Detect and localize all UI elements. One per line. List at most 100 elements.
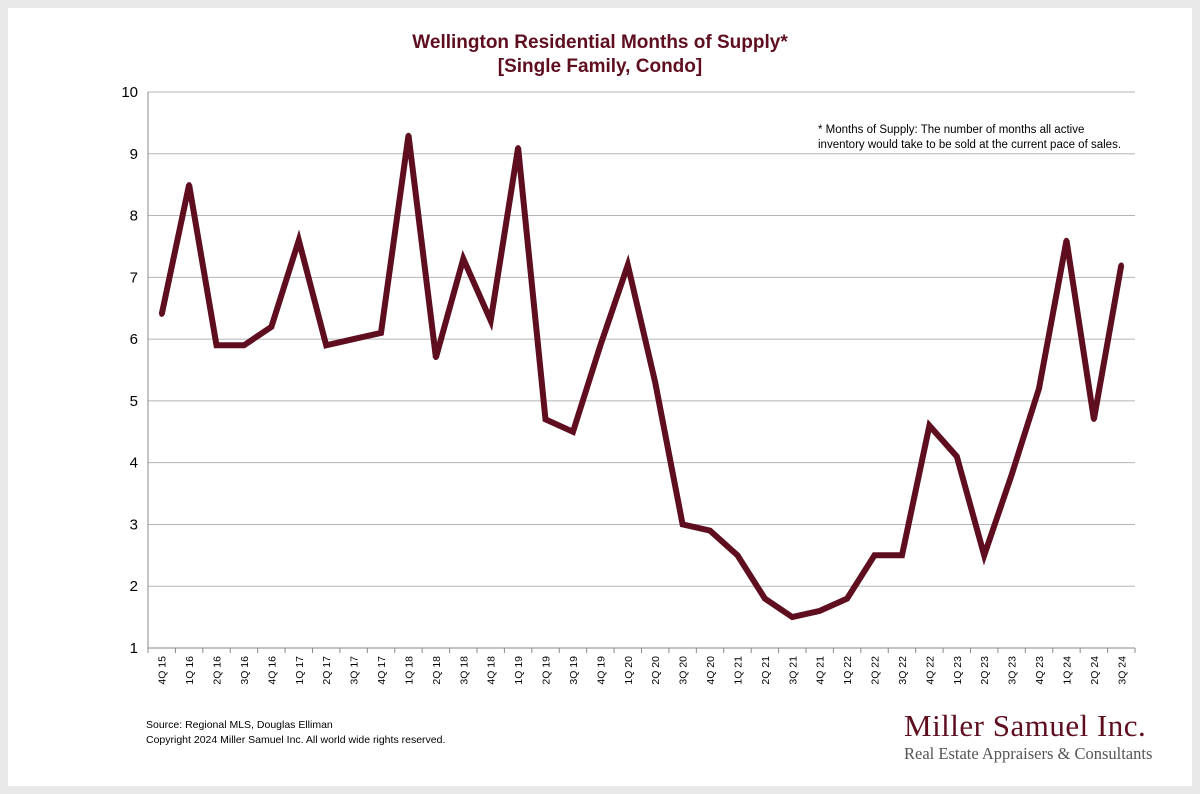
data-point (296, 237, 302, 243)
y-tick-label: 4 (130, 455, 138, 472)
x-tick-label: 4Q 22 (924, 656, 936, 685)
x-tick-label: 3Q 19 (568, 656, 580, 685)
axes (147, 92, 1136, 653)
y-tick-label: 7 (130, 269, 138, 286)
data-point (625, 262, 631, 268)
data-point (460, 256, 466, 262)
x-tick-label: 4Q 23 (1034, 656, 1046, 685)
x-tick-label: 4Q 21 (815, 656, 827, 685)
data-point (570, 429, 576, 435)
data-point (159, 311, 165, 317)
data-point (981, 552, 987, 558)
data-point (1009, 472, 1015, 478)
x-tick-label: 3Q 17 (349, 656, 361, 685)
data-point (954, 453, 960, 459)
months-of-supply-footnote: * Months of Supply: The number of months… (818, 123, 1148, 153)
data-point (268, 324, 274, 330)
x-tick-label: 2Q 24 (1089, 656, 1101, 685)
data-point (1063, 237, 1069, 243)
x-tick-label: 1Q 18 (403, 656, 415, 685)
x-tick-label: 1Q 23 (952, 656, 964, 685)
x-tick-label: 1Q 20 (623, 656, 635, 685)
data-point (405, 132, 411, 138)
x-tick-label: 4Q 18 (486, 656, 498, 685)
data-point (707, 528, 713, 534)
x-tick-label: 1Q 19 (513, 656, 525, 685)
series-line (158, 134, 1125, 621)
data-point (680, 521, 686, 527)
data-point (214, 342, 220, 348)
x-tick-label: 4Q 19 (595, 656, 607, 685)
y-tick-label: 3 (130, 516, 138, 533)
data-point (734, 552, 740, 558)
chart-title: Wellington Residential Months of Supply* (412, 32, 788, 53)
data-point (323, 342, 329, 348)
data-point (515, 145, 521, 151)
data-point (186, 182, 192, 188)
data-point (488, 318, 494, 324)
series-layer (158, 132, 1125, 621)
data-point (543, 416, 549, 422)
y-tick-label: 1 (130, 640, 138, 657)
x-tick-label: 1Q 17 (294, 656, 306, 685)
x-tick-label: 2Q 20 (650, 656, 662, 685)
x-tick-label: 3Q 16 (239, 656, 251, 685)
data-point (817, 608, 823, 614)
x-tick-label: 1Q 16 (184, 656, 196, 685)
x-tick-label: 1Q 21 (732, 656, 744, 685)
y-tick-label: 10 (121, 84, 138, 101)
x-tick-label: 4Q 17 (376, 656, 388, 685)
logo-tagline: Real Estate Appraisers & Consultants (904, 744, 1153, 763)
gridlines (148, 91, 1135, 587)
data-point (762, 596, 768, 602)
chart-frame (8, 8, 1192, 786)
copyright-text: Copyright 2024 Miller Samuel Inc. All wo… (146, 734, 446, 746)
data-point (351, 336, 357, 342)
x-tick-label: 3Q 23 (1007, 656, 1019, 685)
data-point (789, 614, 795, 620)
data-point (378, 330, 384, 336)
x-tick-label: 3Q 21 (787, 656, 799, 685)
x-tick-label: 4Q 16 (266, 656, 278, 685)
x-tick-label: 2Q 18 (431, 656, 443, 685)
source-block: Source: Regional MLS, Douglas Elliman Co… (146, 718, 445, 748)
data-point (433, 355, 439, 361)
x-tick-label: 3Q 18 (458, 656, 470, 685)
x-tick-label: 4Q 20 (705, 656, 717, 685)
x-tick-label: 2Q 17 (321, 656, 333, 685)
x-tick-label: 2Q 19 (541, 656, 553, 685)
x-tick-label: 2Q 22 (870, 656, 882, 685)
data-point (1036, 386, 1042, 392)
x-axis-ticks: 4Q 15 1Q 16 2Q 16 3Q 16 4Q 16 1Q 17 2Q 17 3Q 17… (157, 656, 1129, 685)
data-point (241, 342, 247, 348)
x-tick-label: 3Q 22 (897, 656, 909, 685)
y-tick-label: 9 (130, 146, 138, 163)
footnote-line-1: * Months of Supply: The number of months… (818, 124, 1085, 136)
x-tick-label: 4Q 15 (157, 656, 169, 685)
x-tick-label: 1Q 22 (842, 656, 854, 685)
x-tick-label: 2Q 16 (212, 656, 224, 685)
y-tick-label: 5 (130, 393, 138, 410)
y-tick-label: 2 (130, 578, 138, 595)
data-point (652, 379, 658, 385)
y-tick-label: 6 (130, 331, 138, 348)
x-tick-label: 3Q 24 (1116, 656, 1128, 685)
data-point (926, 423, 932, 429)
x-tick-label: 1Q 24 (1061, 656, 1073, 685)
logo-wordmark: Miller Samuel Inc. (904, 708, 1147, 743)
footnote-line-2: inventory would take to be sold at the c… (818, 139, 1122, 151)
data-point (899, 552, 905, 558)
chart-subtitle: [Single Family, Condo] (497, 56, 703, 77)
x-tick-label: 2Q 23 (979, 656, 991, 685)
source-text: Source: Regional MLS, Douglas Elliman (146, 719, 333, 731)
y-tick-label: 8 (130, 208, 138, 225)
data-point (597, 342, 603, 348)
data-point (872, 552, 878, 558)
data-point (1118, 262, 1124, 268)
y-axis-ticks: 1 2 3 4 5 6 7 8 9 10 (121, 84, 138, 657)
data-point (1091, 416, 1097, 422)
data-point (844, 596, 850, 602)
x-tick-label: 3Q 20 (678, 656, 690, 685)
x-tick-label: 2Q 21 (760, 656, 772, 685)
